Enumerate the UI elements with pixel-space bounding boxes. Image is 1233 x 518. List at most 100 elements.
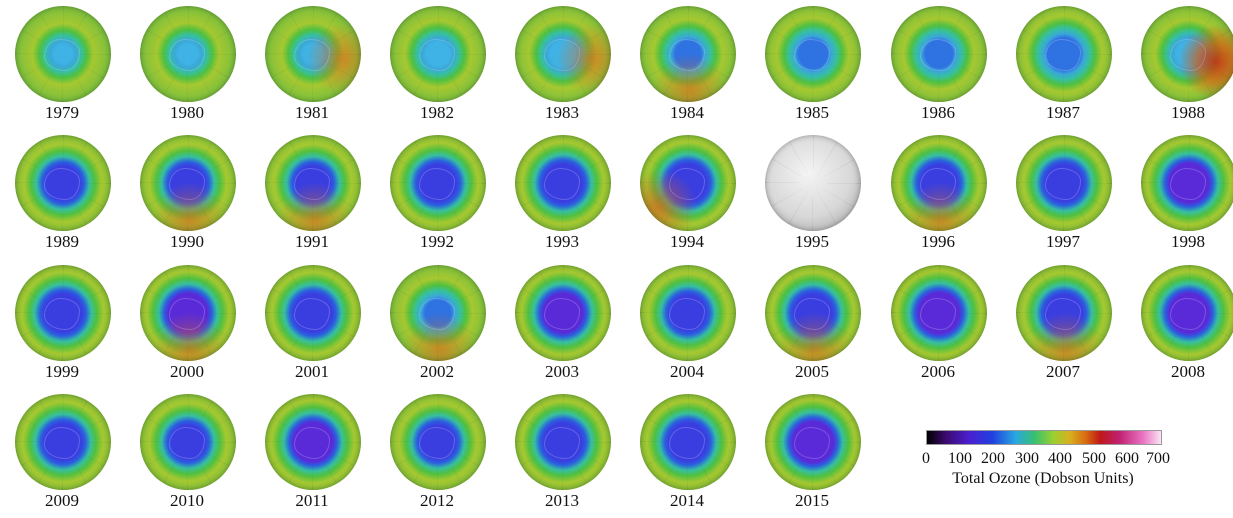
ozone-globe-image xyxy=(390,6,486,102)
antarctica-outline xyxy=(1169,167,1207,201)
ozone-globe-image xyxy=(640,6,736,102)
ozone-globe-image xyxy=(15,265,111,361)
ozone-map-cell: 2000 xyxy=(125,259,249,387)
ozone-map-cell: 1998 xyxy=(1126,129,1233,257)
year-label: 2001 xyxy=(295,362,329,381)
colorbar-tick: 200 xyxy=(981,450,1005,467)
antarctica-outline xyxy=(1044,297,1082,331)
ozone-globe-image xyxy=(140,265,236,361)
antarctica-outline xyxy=(793,426,831,460)
year-label: 2002 xyxy=(420,362,454,381)
ozone-map-cell: 2015 xyxy=(750,388,874,516)
year-label: 1987 xyxy=(1046,103,1080,122)
ozone-map-cell: 1989 xyxy=(0,129,124,257)
ozone-map-cell: 1990 xyxy=(125,129,249,257)
year-label: 2006 xyxy=(921,362,955,381)
ozone-globe-image xyxy=(640,394,736,490)
ozone-map-cell: 1996 xyxy=(876,129,1000,257)
ozone-globe-image xyxy=(891,265,987,361)
year-label: 2012 xyxy=(420,491,454,510)
year-label: 1994 xyxy=(670,232,704,251)
ozone-map-cell: 1994 xyxy=(625,129,749,257)
ozone-map-cell: 2008 xyxy=(1126,259,1233,387)
antarctica-outline xyxy=(543,297,581,331)
ozone-globe-image xyxy=(640,265,736,361)
ozone-globe-image xyxy=(390,394,486,490)
antarctica-outline xyxy=(293,426,331,460)
antarctica-outline xyxy=(168,167,206,201)
year-label: 1980 xyxy=(170,103,204,122)
ozone-map-cell: 1993 xyxy=(500,129,624,257)
year-label: 1990 xyxy=(170,232,204,251)
ozone-map-cell: 1988 xyxy=(1126,0,1233,128)
ozone-globe-image xyxy=(765,394,861,490)
ozone-globe-image xyxy=(1016,6,1112,102)
antarctica-outline xyxy=(168,426,206,460)
antarctica-outline xyxy=(1044,167,1082,201)
antarctica-outline xyxy=(168,38,206,72)
year-label: 2014 xyxy=(670,491,704,510)
colorbar-legend: 0 100 200 300 400 500 600 700 Total Ozon… xyxy=(918,428,1188,498)
ozone-map-cell: 1980 xyxy=(125,0,249,128)
ozone-map-cell: 2007 xyxy=(1001,259,1125,387)
antarctica-outline xyxy=(1044,38,1082,72)
ozone-globe-image xyxy=(265,265,361,361)
year-label: 1998 xyxy=(1171,232,1205,251)
ozone-globe-image xyxy=(891,135,987,231)
ozone-globe-image xyxy=(265,135,361,231)
year-label: 1984 xyxy=(670,103,704,122)
antarctica-outline xyxy=(168,297,206,331)
antarctica-outline xyxy=(293,297,331,331)
year-label: 2010 xyxy=(170,491,204,510)
antarctica-outline xyxy=(43,38,81,72)
ozone-map-cell: 2004 xyxy=(625,259,749,387)
year-label: 2005 xyxy=(795,362,829,381)
ozone-globe-image xyxy=(765,135,861,231)
colorbar-title: Total Ozone (Dobson Units) xyxy=(952,470,1134,487)
ozone-globe-image xyxy=(765,6,861,102)
year-label: 1985 xyxy=(795,103,829,122)
ozone-globe-image xyxy=(765,265,861,361)
year-label: 2011 xyxy=(295,491,329,510)
year-label: 1983 xyxy=(545,103,579,122)
ozone-globe-image xyxy=(1141,265,1233,361)
ozone-map-cell: 1979 xyxy=(0,0,124,128)
ozone-map-cell: 2014 xyxy=(625,388,749,516)
ozone-map-cell: 1987 xyxy=(1001,0,1125,128)
antarctica-outline xyxy=(418,167,456,201)
ozone-globe-image xyxy=(140,6,236,102)
ozone-globe-image xyxy=(515,6,611,102)
antarctica-outline xyxy=(418,38,456,72)
year-label: 1992 xyxy=(420,232,454,251)
antarctica-outline xyxy=(919,167,957,201)
ozone-globe-image xyxy=(1016,135,1112,231)
year-label: 2004 xyxy=(670,362,704,381)
ozone-globe-image xyxy=(140,394,236,490)
ozone-globe-image xyxy=(390,265,486,361)
ozone-globe-image xyxy=(891,6,987,102)
year-label: 2000 xyxy=(170,362,204,381)
antarctica-outline xyxy=(418,297,456,331)
antarctica-outline xyxy=(793,38,831,72)
antarctica-outline xyxy=(668,426,706,460)
ozone-map-cell: 2001 xyxy=(250,259,374,387)
colorbar-tick: 300 xyxy=(1015,450,1039,467)
antarctica-outline xyxy=(919,297,957,331)
colorbar-tick: 700 xyxy=(1146,450,1170,467)
year-label: 2015 xyxy=(795,491,829,510)
year-label: 2008 xyxy=(1171,362,1205,381)
year-label: 1991 xyxy=(295,232,329,251)
year-label: 1993 xyxy=(545,232,579,251)
year-label: 1995 xyxy=(795,232,829,251)
colorbar-tick: 600 xyxy=(1115,450,1139,467)
ozone-map-cell: 2002 xyxy=(375,259,499,387)
ozone-map-cell: 2009 xyxy=(0,388,124,516)
colorbar xyxy=(926,430,1162,445)
ozone-globe-image xyxy=(515,135,611,231)
antarctica-outline xyxy=(43,426,81,460)
ozone-map-cell: 1985 xyxy=(750,0,874,128)
antarctica-outline xyxy=(668,38,706,72)
ozone-globe-image xyxy=(1141,6,1233,102)
year-label: 1988 xyxy=(1171,103,1205,122)
antarctica-outline xyxy=(293,167,331,201)
